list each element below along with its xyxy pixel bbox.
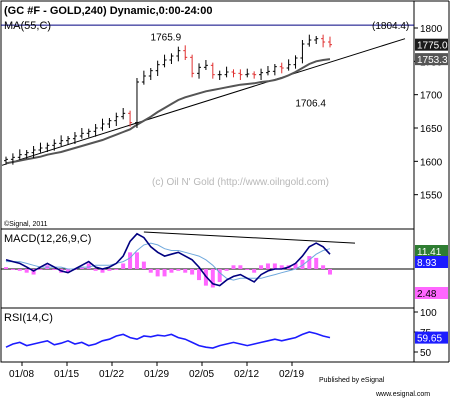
macd-histogram-bar — [17, 269, 22, 271]
macd-histogram-bar — [176, 269, 181, 271]
x-tick-label: 02/05 — [189, 369, 214, 380]
macd-value-tag: 8.93 — [417, 258, 437, 269]
macd-histogram-bar — [162, 269, 167, 277]
x-tick-label: 01/29 — [144, 369, 169, 380]
macd-histogram-bar — [114, 269, 119, 270]
macd-signal-line — [6, 242, 331, 281]
macd-histogram-bar — [52, 269, 57, 270]
macd-histogram-bar — [38, 269, 43, 270]
macd-value-tag: 2.48 — [417, 289, 437, 300]
price-y-tick-label: 1600 — [420, 157, 443, 168]
rsi-line — [5, 331, 331, 349]
price-y-tick-label: 1700 — [420, 91, 443, 102]
macd-histogram-bar — [183, 269, 188, 273]
macd-histogram-bar — [155, 269, 160, 277]
macd-histogram-bar — [245, 269, 250, 270]
macd-histogram-bar — [321, 265, 326, 269]
macd-divergence-line — [143, 231, 356, 244]
macd-histogram-bar — [238, 265, 243, 269]
macd-histogram-bar — [100, 269, 105, 273]
macd-series — [1, 231, 414, 288]
macd-histogram-bar — [10, 269, 15, 270]
x-tick-label: 02/19 — [279, 369, 304, 380]
price-annotation: 1706.4 — [295, 98, 326, 109]
price-gridlines — [1, 24, 414, 166]
macd-histogram-bar — [148, 269, 153, 273]
macd-histogram-bar — [4, 267, 8, 269]
price-y-tick-label: 1800 — [420, 24, 443, 35]
macd-histogram-bar — [134, 252, 139, 269]
price-series: 1765.9 1706.4 — [4, 33, 332, 165]
x-tick-label: 02/12 — [234, 369, 259, 380]
footer-published: Published by eSignal — [319, 377, 385, 384]
macd-histogram-bar — [259, 265, 264, 269]
last-price-tag: 1775.0 — [417, 41, 448, 52]
price-y-tick-label: 1650 — [420, 124, 443, 135]
price-y-tick-label: 1550 — [420, 191, 443, 202]
macd-histogram-bar — [265, 263, 270, 269]
macd-histogram-bar — [121, 263, 126, 269]
macd-histogram-bar — [293, 263, 298, 269]
rsi-value-tag: 59.65 — [417, 334, 442, 345]
macd-histogram-bar — [224, 269, 229, 271]
signal-tag: ©Signal, 2011 — [4, 220, 48, 228]
x-tick-label: 01/22 — [99, 369, 124, 380]
macd-histogram-bar — [217, 269, 222, 282]
macd-histogram-bar — [79, 267, 84, 269]
trend-line — [1, 38, 406, 166]
chart-title: (GC #F - GOLD,240) Dynamic,0:00-24:00 — [4, 5, 212, 17]
last-price-tag-bg — [415, 38, 448, 51]
macd-value-tag-bg — [415, 245, 448, 257]
macd-histogram-bar — [300, 259, 305, 269]
price-panel-frame — [0, 0, 415, 230]
macd-histogram-bar — [107, 269, 112, 271]
macd-histogram-bar — [66, 269, 71, 273]
copyright-watermark: (c) Oil N' Gold (http://www.oilngold.com… — [152, 177, 329, 188]
macd-histogram-bar — [279, 265, 284, 269]
macd-histogram-bar — [328, 269, 332, 275]
macd-histogram-bar — [128, 252, 133, 269]
price-annotation: 1765.9 — [151, 33, 182, 44]
macd-histogram-bar — [252, 269, 257, 273]
macd-histogram-bar — [314, 257, 319, 269]
ma-legend: MA(55,C) — [4, 20, 51, 32]
macd-histogram-bar — [24, 269, 29, 273]
macd-histogram-bar — [141, 261, 146, 269]
macd-line — [5, 232, 331, 287]
macd-histogram-bar — [86, 263, 91, 269]
macd-histogram-bar — [231, 265, 236, 269]
macd-value-tag-bg — [415, 287, 448, 299]
rsi-series — [5, 331, 331, 349]
macd-legend: MACD(12,26,9,C) — [4, 233, 91, 245]
macd-histogram-bar — [190, 269, 195, 275]
ma-price-tag: 1753.3 — [417, 55, 448, 66]
ma-line — [5, 58, 331, 165]
macd-histogram-bar — [307, 256, 312, 269]
footer-site: www.esignal.com — [375, 391, 430, 398]
rsi-panel-frame — [0, 307, 415, 363]
x-tick-label: 01/08 — [9, 369, 34, 380]
resistance-price-label: (1804.4) — [372, 21, 409, 32]
macd-histogram-bar — [93, 269, 98, 271]
rsi-legend: RSI(14,C) — [4, 312, 53, 324]
rsi-value-tag-bg — [415, 331, 448, 344]
macd-value-tag-bg — [415, 256, 448, 268]
rsi-y-tick-label: 50 — [420, 348, 432, 359]
macd-histogram-bar — [272, 263, 277, 269]
macd-value-tag: 11.41 — [417, 247, 442, 258]
ma-price-tag-bg — [415, 53, 448, 66]
x-tick-label: 01/15 — [54, 369, 79, 380]
macd-histogram-bar — [210, 269, 215, 288]
rsi-y-tick-label: 100 — [420, 308, 437, 319]
macd-histogram-bar — [197, 269, 202, 281]
axis-ticks: 155016001650170017501800(1804.4)1775.017… — [9, 21, 448, 380]
macd-histogram-bar — [169, 269, 174, 273]
